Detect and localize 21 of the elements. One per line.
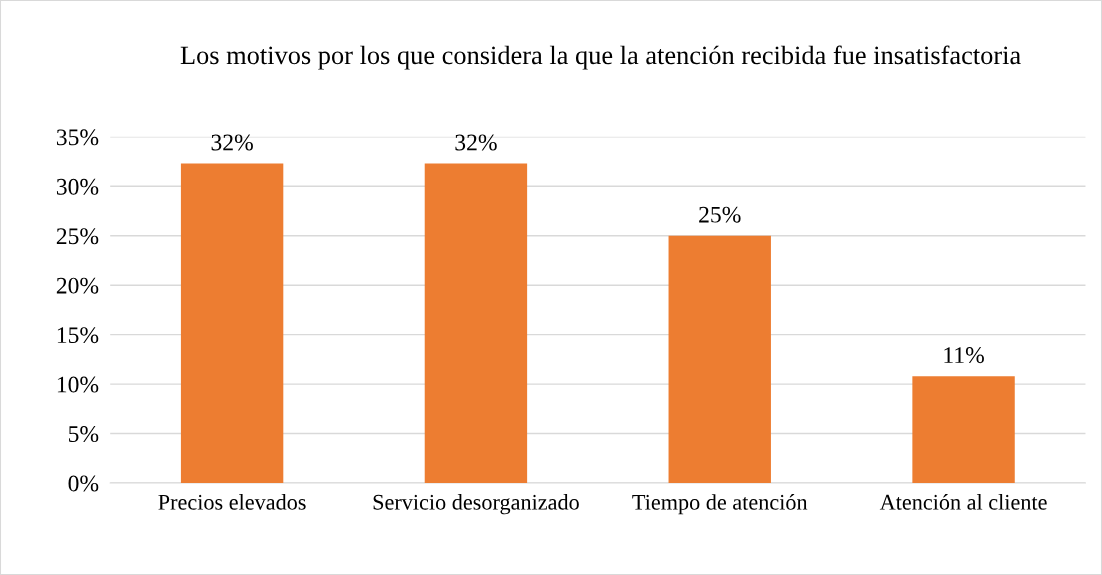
y-tick-label: 5%: [68, 426, 99, 443]
data-label: 11%: [944, 347, 984, 364]
y-tick-label: 15%: [57, 327, 99, 344]
bar: [668, 235, 771, 483]
x-tick-label: Servicio desorganizado: [373, 494, 579, 515]
bar: [424, 163, 528, 483]
x-tick-label: Atención al cliente: [879, 494, 1047, 510]
chart-title: Los motivos por los que considera la que la atención recibida fue insatisfactoria: [180, 45, 1021, 70]
y-tick-label: 10%: [57, 376, 99, 393]
y-tick-label: 25%: [56, 228, 99, 245]
x-tick-label: Precios elevados: [158, 494, 306, 510]
bar: [180, 163, 284, 483]
y-tick-label: 30%: [56, 178, 99, 195]
y-tick-label: 20%: [56, 277, 99, 294]
data-label: 32%: [455, 134, 497, 151]
y-tick-label: 0%: [68, 475, 99, 492]
data-label: 32%: [211, 134, 253, 151]
data-label: 25%: [699, 206, 741, 223]
x-tick-label: Tiempo de atención: [632, 494, 808, 515]
bar: [912, 376, 1015, 483]
y-tick-label: 35%: [56, 129, 99, 146]
